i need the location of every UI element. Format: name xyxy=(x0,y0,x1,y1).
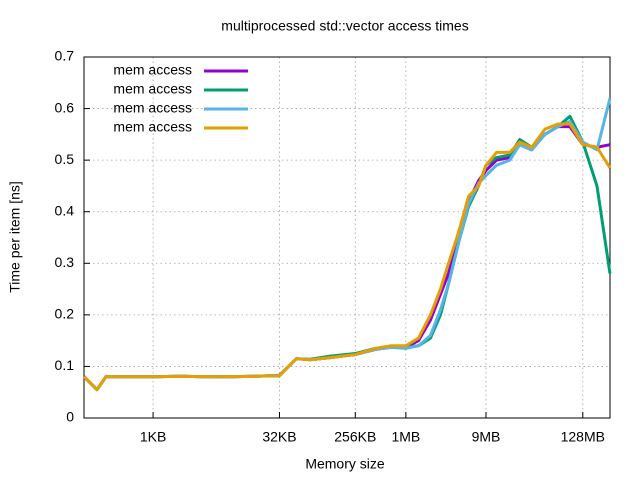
series-line xyxy=(82,97,612,392)
y-tick-label: 0.3 xyxy=(55,254,75,270)
y-tick-label: 0.7 xyxy=(55,48,75,64)
y-tick-label: 0.6 xyxy=(55,99,75,115)
x-tick-label: 128MB xyxy=(561,429,605,445)
x-tick-label: 1KB xyxy=(140,429,166,445)
y-tick-label: 0.2 xyxy=(55,306,75,322)
y-tick-label: 0.4 xyxy=(55,202,75,218)
x-axis-label: Memory size xyxy=(305,456,385,472)
legend-label: mem access xyxy=(113,81,192,97)
y-tick-label: 0.5 xyxy=(55,151,75,167)
x-tick-label: 32KB xyxy=(262,429,296,445)
legend-label: mem access xyxy=(113,62,192,78)
legend-label: mem access xyxy=(113,119,192,135)
y-tick-label: 0.1 xyxy=(55,357,75,373)
x-tick-label: 256KB xyxy=(334,429,376,445)
x-tick-label: 9MB xyxy=(472,429,501,445)
legend-label: mem access xyxy=(113,100,192,116)
series-line xyxy=(82,114,612,392)
series-line xyxy=(82,125,611,392)
x-tick-label: 1MB xyxy=(391,429,420,445)
plot-border xyxy=(83,56,611,419)
y-axis-label: Time per item [ns] xyxy=(7,181,23,293)
chart-title: multiprocessed std::vector access times xyxy=(221,18,468,34)
series-line xyxy=(82,122,612,392)
y-tick-label: 0 xyxy=(66,409,74,425)
